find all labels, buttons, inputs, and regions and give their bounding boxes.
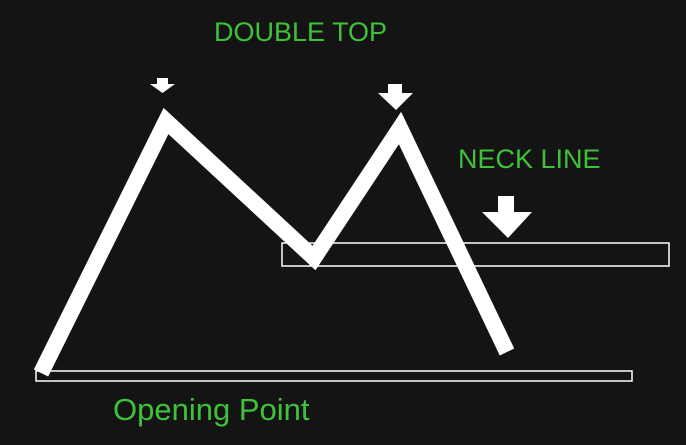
opening-point-label: Opening Point [113,392,310,427]
neck-line-label: NECK LINE [458,144,601,174]
neck-line [281,242,670,267]
arrow-down-icon [482,196,532,238]
opening-point-line [35,370,633,382]
price-path [33,107,515,377]
arrow-down-icon [150,78,175,93]
arrow-down-icon [378,84,413,110]
diagram-title: DOUBLE TOP [214,17,388,47]
